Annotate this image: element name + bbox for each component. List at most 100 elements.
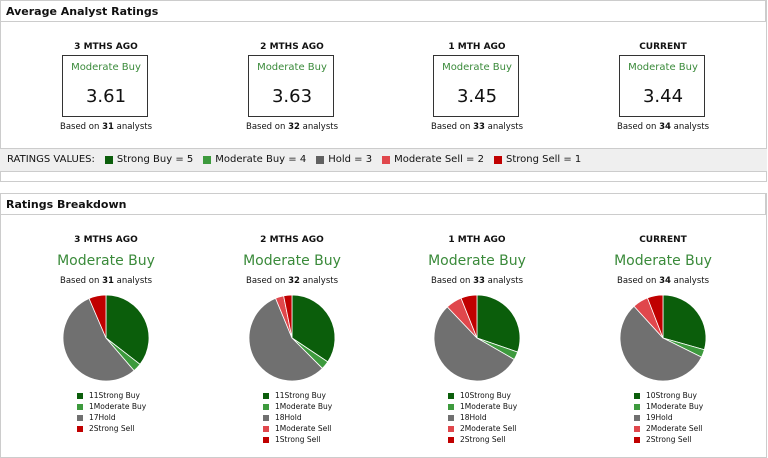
legend-swatch [263,414,269,421]
legend-item: 2 Strong Sell [448,434,505,445]
legend-name: Hold [98,413,116,422]
legend-swatch [448,436,454,443]
analyst-count: 34 [659,122,671,132]
legend-name: Hold [469,413,487,422]
pie-slice [105,294,150,365]
legend-value: 2 [460,424,465,433]
rating-box: Moderate Buy 3.61 [62,55,148,117]
analyst-note: Based on 32 analysts [202,122,382,132]
note-prefix: Based on [430,276,471,286]
legend-item: 1 Moderate Buy [448,401,517,412]
legend-name: Moderate Sell [279,424,332,433]
legend-swatch [77,414,83,421]
legend-item: 2 Moderate Sell [448,423,516,434]
analyst-note: Based on 33 analysts [387,122,567,132]
pie-chart [619,294,707,382]
pie-slice [62,297,135,382]
legend-value: 18 [460,413,470,422]
legend-item: 18 Hold [263,412,302,423]
chart-title: 3 MTHS AGO [74,235,138,245]
period-label: 1 MTH AGO [448,42,506,52]
legend-swatch [77,403,83,410]
note-prefix: Based on [430,122,471,132]
legend-name: Strong Sell [93,424,135,433]
chart-title: 2 MTHS AGO [260,235,324,245]
rating-text: Moderate Buy [628,62,698,73]
note-suffix: analysts [487,276,524,286]
note-suffix: analysts [673,122,710,132]
legend-value: 11 [275,391,285,400]
pie-slice [248,297,323,382]
rating-text: Moderate Buy [71,62,141,73]
legend-value: 1 [646,402,651,411]
legend-swatch [448,403,454,410]
legend-value: 18 [275,413,285,422]
note-suffix: analysts [302,276,339,286]
legend-name: Moderate Sell [650,424,703,433]
legend-value: 1 [275,402,280,411]
pie-slice [283,294,293,339]
note-prefix: Based on [245,122,286,132]
legend-value: 17 [89,413,99,422]
pie-slice [460,294,478,339]
score: 3.45 [456,86,498,107]
legend-value: 1 [460,402,465,411]
legend-text: Hold = 3 [328,154,373,165]
note-prefix: Based on [245,276,286,286]
legend-item: 19 Hold [634,412,673,423]
analyst-count: 31 [102,276,114,286]
legend-name: Hold [655,413,673,422]
ratings-values-bar: RATINGS VALUES: Strong Buy = 5 Moderate B… [0,148,767,172]
analyst-note: Based on 32 analysts [202,276,382,286]
legend-value: 2 [460,435,465,444]
legend-value: 2 [646,435,651,444]
legend-name: Strong Buy [655,391,697,400]
section-title: Average Analyst Ratings [0,0,766,22]
analyst-note: Based on 34 analysts [573,276,753,286]
legend-value: 10 [646,391,656,400]
legend-swatch [263,425,269,432]
legend-swatch [634,425,640,432]
rating-box: Moderate Buy 3.63 [248,55,334,117]
analyst-count: 33 [473,122,485,132]
analyst-count: 32 [288,122,300,132]
legend-name: Strong Buy [284,391,326,400]
note-suffix: analysts [487,122,524,132]
legend-item: 10 Strong Buy [448,390,511,401]
legend-swatch [77,392,83,399]
legend-name: Moderate Buy [650,402,704,411]
legend-value: 1 [89,402,94,411]
ratings-values-label: RATINGS VALUES: [7,154,95,165]
chart-subtitle: Moderate Buy [57,253,155,269]
legend-swatch [634,414,640,421]
legend-name: Strong Buy [98,391,140,400]
legend-item: 1 Strong Sell [263,434,320,445]
pie-chart [62,294,150,382]
legend-value: 2 [646,424,651,433]
note-suffix: analysts [116,122,153,132]
chart-subtitle: Moderate Buy [614,253,712,269]
legend-swatch [77,425,83,432]
legend-swatch [316,156,325,164]
rating-box: Moderate Buy 3.44 [619,55,705,117]
legend-text: Strong Sell = 1 [505,154,582,165]
legend-item: 11 Strong Buy [77,390,140,401]
legend-swatch [634,436,640,443]
period-label: 2 MTHS AGO [260,42,324,52]
legend-value: 2 [89,424,94,433]
analyst-count: 34 [659,276,671,286]
legend-item: 11 Strong Buy [263,390,326,401]
legend-item: 1 Moderate Sell [263,423,331,434]
legend-name: Hold [284,413,302,422]
pie-chart [433,294,521,382]
legend-item: 1 Moderate Buy [263,401,332,412]
legend-item: 1 Moderate Buy [634,401,703,412]
score: 3.44 [642,86,684,107]
rating-text: Moderate Buy [442,62,512,73]
legend-value: 1 [275,424,280,433]
analyst-note: Based on 31 analysts [16,276,196,286]
legend-swatch [634,392,640,399]
legend-item: 2 Strong Sell [634,434,691,445]
legend-value: 19 [646,413,656,422]
legend-item: 2 Strong Sell [77,423,134,434]
